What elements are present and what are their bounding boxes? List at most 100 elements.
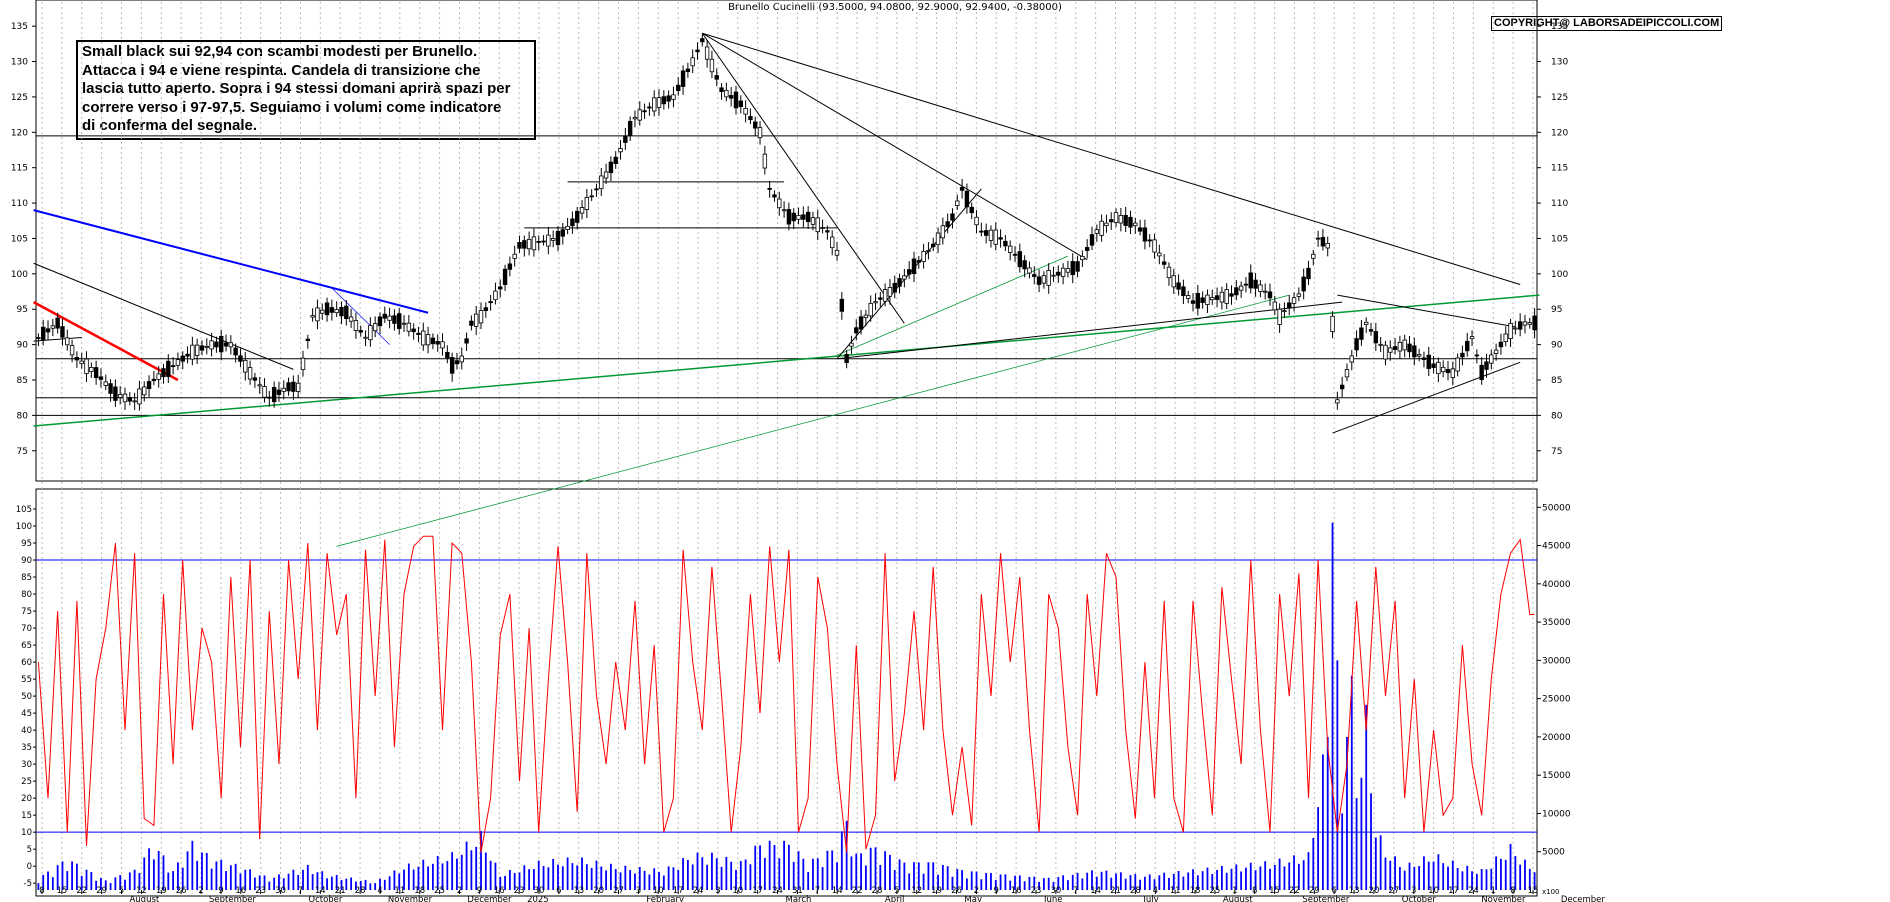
volume-bar bbox=[792, 861, 795, 890]
x-month-label: December bbox=[467, 895, 512, 902]
volume-bar bbox=[1139, 879, 1142, 890]
volume-bar bbox=[124, 879, 126, 890]
candle-body bbox=[613, 156, 618, 164]
candle-body bbox=[1109, 219, 1114, 223]
stochastic-line bbox=[37, 535, 1535, 853]
black-trendline bbox=[836, 301, 1343, 360]
volume-bar bbox=[1225, 872, 1228, 890]
candle-body bbox=[98, 376, 104, 380]
candle-body bbox=[324, 302, 330, 316]
candle-body bbox=[1359, 327, 1364, 340]
candle-body bbox=[753, 121, 758, 129]
volume-bar bbox=[1091, 870, 1093, 890]
candle-body bbox=[550, 238, 556, 241]
volume-bar bbox=[1081, 878, 1084, 890]
price-tick-label: 130 bbox=[11, 58, 28, 68]
candle-body bbox=[483, 307, 489, 311]
x-month-label: 2025 bbox=[527, 895, 549, 902]
candle-body bbox=[1402, 339, 1407, 351]
candle-body bbox=[79, 360, 84, 365]
x-day-label: 5 bbox=[119, 886, 124, 896]
volume-bar bbox=[1524, 859, 1526, 890]
volume-bar bbox=[465, 841, 468, 890]
candle-body bbox=[1104, 222, 1109, 227]
oscillator-tick-label: 85 bbox=[21, 573, 32, 583]
volume-bar bbox=[600, 866, 603, 890]
volume-bar bbox=[1254, 870, 1257, 890]
volume-bar bbox=[1172, 873, 1175, 890]
volume-bar bbox=[1168, 877, 1170, 890]
candle-body bbox=[555, 230, 561, 246]
volume-bar bbox=[1211, 874, 1214, 890]
volume-bar bbox=[138, 872, 141, 890]
volume-bar bbox=[1312, 837, 1315, 890]
candle-body bbox=[69, 345, 75, 356]
price-tick-label: 135 bbox=[11, 22, 28, 32]
volume-bar bbox=[311, 874, 314, 890]
oscillator-tick-label: 10 bbox=[21, 828, 32, 838]
oscillator-tick-label: 25 bbox=[21, 777, 32, 787]
volume-bar bbox=[610, 863, 612, 890]
volume-bar bbox=[1206, 867, 1209, 890]
x-day-label: 28 bbox=[355, 886, 366, 896]
volume-bar bbox=[1177, 870, 1180, 890]
candle-body bbox=[262, 386, 267, 398]
candle-body bbox=[156, 373, 161, 380]
volume-bar bbox=[711, 852, 713, 890]
volume-bar bbox=[874, 847, 877, 890]
volume-bar bbox=[1187, 872, 1190, 890]
candle-body bbox=[127, 397, 133, 402]
candle-body bbox=[810, 217, 816, 225]
volume-bar bbox=[412, 869, 415, 890]
volume-bar bbox=[42, 874, 45, 890]
x-day-label: 2 bbox=[198, 886, 203, 896]
candle-body bbox=[647, 106, 652, 109]
volume-bar bbox=[1297, 863, 1300, 890]
x-day-label: 29 bbox=[1309, 886, 1320, 896]
volume-bar bbox=[932, 862, 935, 890]
volume-tick-label: 40000 bbox=[1542, 580, 1571, 590]
candle-body bbox=[1368, 329, 1374, 332]
candle-body bbox=[685, 68, 691, 72]
volume-bar bbox=[1447, 866, 1449, 890]
x-day-label: 11 bbox=[1170, 886, 1181, 896]
candle-body bbox=[238, 355, 243, 362]
candle-body bbox=[132, 400, 137, 403]
volume-bar bbox=[864, 865, 867, 890]
candle-body bbox=[1089, 234, 1095, 246]
candle-body bbox=[1465, 340, 1470, 352]
candle-body bbox=[185, 353, 190, 357]
volume-bar bbox=[725, 856, 728, 890]
candle-body bbox=[1080, 255, 1085, 261]
candle-body bbox=[1287, 302, 1292, 309]
volume-bar bbox=[624, 865, 627, 890]
volume-bar bbox=[369, 883, 372, 890]
volume-bar bbox=[1004, 874, 1007, 890]
volume-bar bbox=[1076, 872, 1079, 890]
candle-body bbox=[1099, 220, 1104, 236]
volume-bar bbox=[648, 874, 651, 890]
candle-body bbox=[1296, 293, 1302, 297]
volume-bar bbox=[225, 871, 227, 890]
volume-bar bbox=[941, 865, 944, 890]
candle-body bbox=[271, 387, 277, 403]
volume-bar bbox=[691, 864, 694, 890]
volume-bar bbox=[638, 867, 641, 890]
price-tick-label: 130 bbox=[1551, 58, 1568, 68]
volume-bar bbox=[927, 862, 930, 890]
volume-bar bbox=[1240, 871, 1243, 890]
volume-bar bbox=[326, 878, 328, 890]
candle-body bbox=[690, 57, 695, 67]
candle-body bbox=[637, 109, 642, 121]
volume-bar bbox=[1052, 881, 1055, 890]
volume-bar bbox=[1360, 777, 1363, 890]
x-day-label: 25 bbox=[1210, 886, 1221, 896]
candle-body bbox=[459, 355, 464, 363]
volume-bar bbox=[436, 855, 439, 890]
volume-bar bbox=[1398, 867, 1401, 890]
volume-bar bbox=[1495, 856, 1498, 890]
volume-bar bbox=[922, 873, 925, 890]
candle-body bbox=[334, 309, 339, 314]
volume-bar bbox=[37, 883, 40, 890]
candle-body bbox=[1205, 294, 1210, 305]
